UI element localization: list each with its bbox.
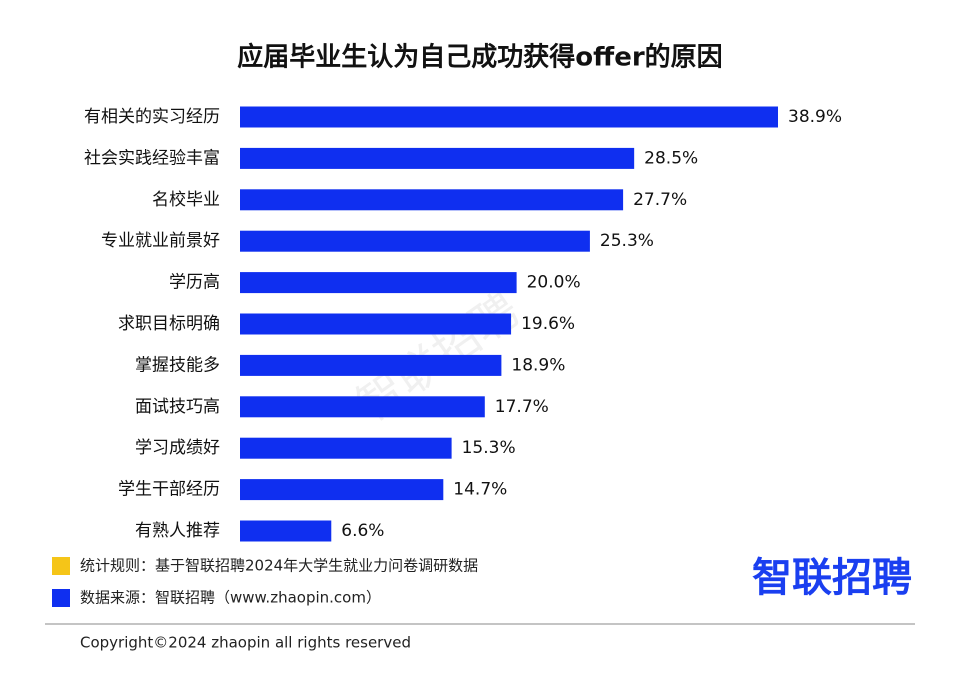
y-tick-label: 求职目标明确	[118, 314, 220, 334]
value-label: 19.6%	[521, 314, 575, 334]
y-tick-label: 学生干部经历	[118, 480, 220, 500]
bar	[240, 354, 502, 376]
y-tick-label: 有熟人推荐	[135, 520, 220, 541]
legend-swatch	[52, 589, 70, 607]
y-tick-label: 面试技巧高	[135, 397, 220, 417]
value-label: 6.6%	[341, 521, 384, 541]
y-tick-label: 名校毕业	[152, 190, 220, 210]
value-label: 28.5%	[644, 148, 698, 168]
bar	[240, 479, 444, 501]
y-tick-label: 有相关的实习经历	[84, 107, 220, 127]
bar	[240, 520, 332, 542]
bar	[240, 189, 624, 211]
legend-swatch	[52, 557, 70, 575]
bar	[240, 147, 635, 169]
y-tick-label: 学历高	[169, 273, 220, 293]
value-label: 15.3%	[462, 438, 516, 458]
bar	[240, 106, 778, 128]
value-label: 27.7%	[633, 190, 687, 210]
y-tick-label: 社会实践经验丰富	[84, 148, 220, 168]
logo: 智联招聘	[752, 555, 912, 601]
bar	[240, 396, 485, 418]
chart-title: 应届毕业生认为自己成功获得offer的原因	[237, 42, 722, 73]
value-label: 17.7%	[495, 397, 549, 417]
y-tick-label: 学习成绩好	[135, 438, 220, 458]
value-label: 25.3%	[600, 231, 654, 251]
bar	[240, 437, 452, 459]
value-label: 38.9%	[788, 107, 842, 127]
value-label: 18.9%	[511, 355, 565, 375]
copyright: Copyright©2024 zhaopin all rights reserv…	[80, 634, 411, 652]
y-tick-label: 专业就业前景好	[101, 231, 220, 251]
note: 统计规则：基于智联招聘2024年大学生就业力问卷调研数据	[80, 557, 478, 575]
bar	[240, 230, 590, 252]
value-label: 14.7%	[453, 480, 507, 500]
bar	[240, 272, 517, 294]
bar	[240, 313, 512, 335]
y-tick-label: 掌握技能多	[135, 355, 220, 375]
note: 数据来源：智联招聘（www.zhaopin.com）	[80, 589, 381, 607]
value-label: 20.0%	[527, 273, 581, 293]
